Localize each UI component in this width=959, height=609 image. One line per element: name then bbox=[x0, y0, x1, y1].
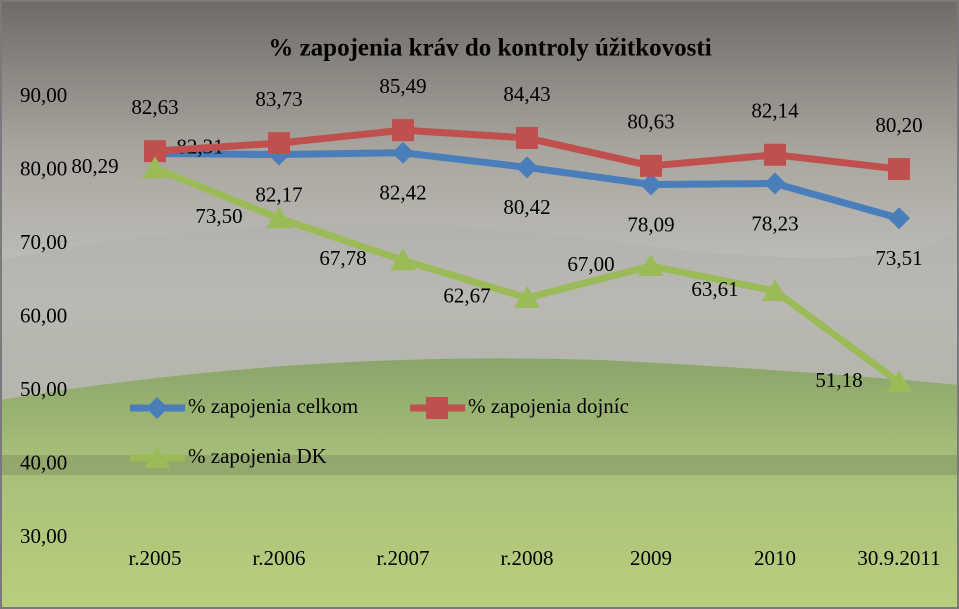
y-tick-label: 70,00 bbox=[20, 230, 67, 254]
data-label: 80,63 bbox=[627, 110, 674, 134]
data-label: 83,73 bbox=[255, 87, 302, 111]
chart-title: % zapojenia kráv do kontroly úžitkovosti bbox=[268, 35, 711, 62]
y-tick-label: 40,00 bbox=[20, 450, 67, 474]
legend-marker bbox=[144, 446, 170, 468]
marker bbox=[888, 158, 910, 181]
data-label: 82,17 bbox=[255, 182, 302, 206]
data-label: 78,23 bbox=[751, 211, 798, 235]
x-tick-label: 2009 bbox=[630, 546, 672, 570]
marker bbox=[514, 285, 540, 308]
marker bbox=[640, 154, 662, 177]
marker bbox=[640, 173, 662, 196]
marker bbox=[390, 248, 416, 271]
background-meadow bbox=[0, 358, 959, 609]
data-label: 67,00 bbox=[567, 252, 614, 276]
legend-label: % zapojenia DK bbox=[188, 444, 327, 468]
data-label: 73,50 bbox=[195, 204, 242, 228]
marker bbox=[392, 141, 414, 164]
data-label: 82,42 bbox=[379, 181, 426, 205]
marker bbox=[266, 206, 292, 229]
y-tick-label: 80,00 bbox=[20, 156, 67, 180]
data-label: 82,14 bbox=[751, 99, 799, 123]
marker bbox=[144, 140, 166, 163]
legend-marker bbox=[426, 397, 448, 419]
data-label: 63,61 bbox=[691, 277, 738, 301]
data-label: 67,78 bbox=[319, 246, 366, 270]
marker bbox=[392, 119, 414, 142]
y-tick-label: 50,00 bbox=[20, 377, 67, 401]
data-label: 78,09 bbox=[627, 212, 674, 236]
data-label: 85,49 bbox=[379, 74, 426, 98]
marker bbox=[886, 370, 912, 393]
marker bbox=[638, 254, 664, 277]
background-herd bbox=[0, 455, 959, 475]
x-tick-label: r.2008 bbox=[500, 546, 553, 570]
x-tick-label: 2010 bbox=[754, 546, 796, 570]
legend-label: % zapojenia celkom bbox=[188, 394, 358, 418]
marker bbox=[268, 132, 290, 155]
marker bbox=[888, 207, 910, 230]
y-tick-label: 30,00 bbox=[20, 524, 67, 548]
marker bbox=[764, 143, 786, 166]
data-label: 80,20 bbox=[875, 113, 922, 137]
legend-label: % zapojenia dojníc bbox=[468, 394, 629, 418]
marker bbox=[516, 156, 538, 179]
x-tick-label: r.2007 bbox=[376, 546, 429, 570]
marker bbox=[762, 278, 788, 301]
data-label: 84,43 bbox=[503, 82, 550, 106]
x-tick-label: 30.9.2011 bbox=[857, 546, 940, 570]
y-tick-label: 90,00 bbox=[20, 83, 67, 107]
marker bbox=[764, 172, 786, 195]
marker bbox=[142, 156, 168, 179]
data-label: 82,63 bbox=[131, 95, 178, 119]
x-tick-label: r.2005 bbox=[128, 546, 181, 570]
data-label: 62,67 bbox=[443, 284, 490, 308]
legend-marker bbox=[146, 397, 168, 419]
data-label: 73,51 bbox=[875, 246, 922, 270]
x-tick-label: r.2006 bbox=[252, 546, 305, 570]
y-tick-label: 60,00 bbox=[20, 303, 67, 327]
data-label: 80,42 bbox=[503, 195, 550, 219]
data-label: 51,18 bbox=[815, 368, 862, 392]
marker bbox=[516, 126, 538, 149]
data-label: 80,29 bbox=[71, 154, 118, 178]
